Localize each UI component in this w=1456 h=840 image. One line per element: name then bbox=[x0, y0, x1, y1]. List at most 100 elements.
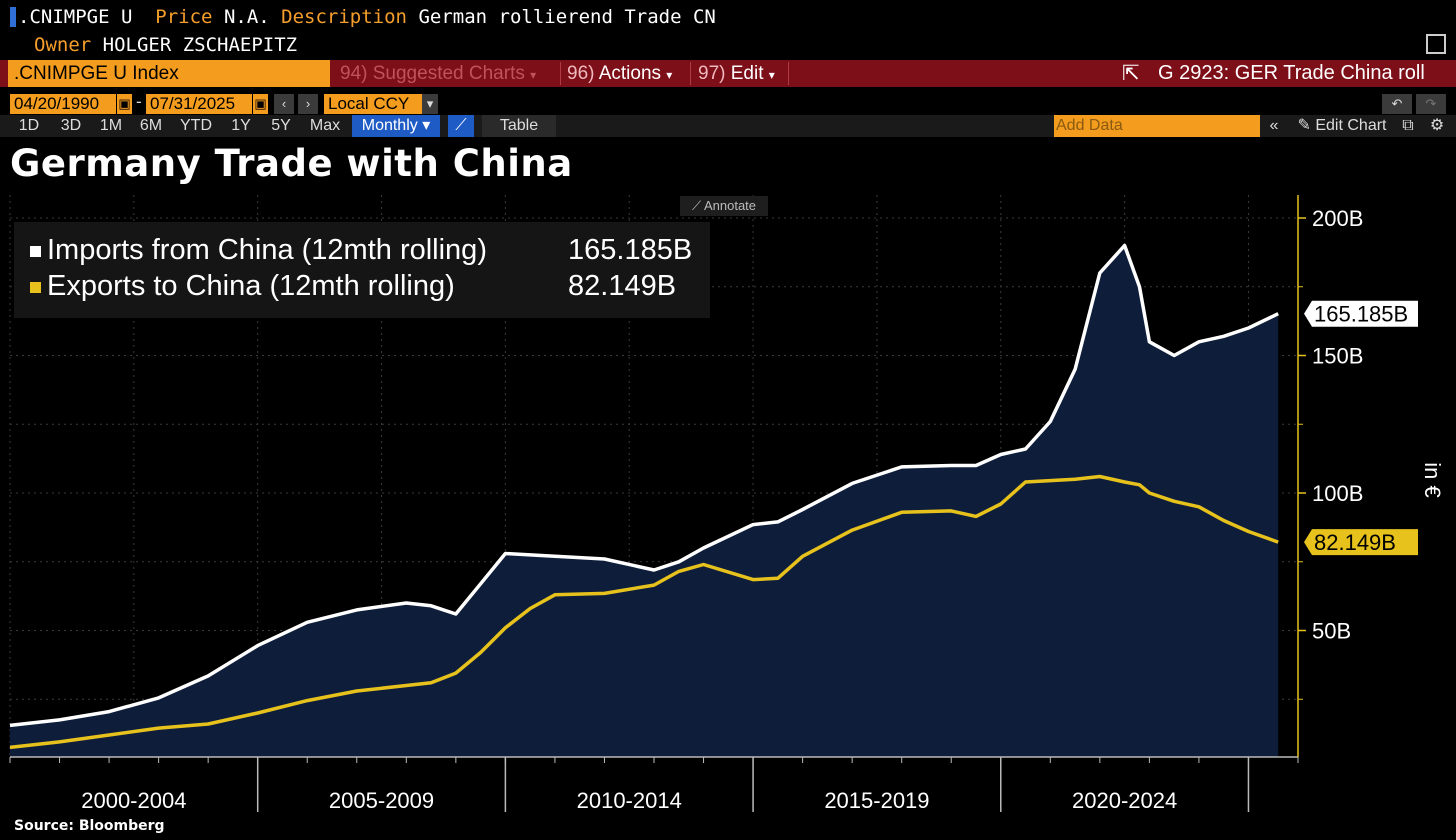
period-1y[interactable]: 1Y bbox=[231, 117, 251, 134]
page-title: G 2923: GER Trade China roll bbox=[1158, 62, 1425, 84]
date-separator: - bbox=[136, 92, 142, 111]
period-bar: 1D 3D 1M 6M YTD 1Y 5Y Max Monthly ▾ ⟋ Ta… bbox=[0, 115, 1456, 137]
suggested-charts-dropdown-icon: ▾ bbox=[530, 68, 537, 82]
annotate-label: Annotate bbox=[703, 198, 757, 213]
series-lines bbox=[9, 243, 1279, 750]
description-label: Description bbox=[281, 6, 407, 28]
chart-settings-icon[interactable]: ⧉ bbox=[1402, 117, 1414, 134]
divider bbox=[788, 62, 789, 85]
legend-swatch-exports bbox=[30, 281, 41, 293]
start-calendar-icon[interactable]: ▣ bbox=[117, 94, 132, 114]
chart-title: Germany Trade with China bbox=[10, 142, 573, 185]
period-ytd[interactable]: YTD bbox=[180, 117, 212, 134]
edit-chart-button[interactable]: ✎ Edit Chart bbox=[1292, 115, 1392, 137]
legend-value-exports: 82.149B bbox=[568, 270, 677, 302]
source-note: Source: Bloomberg bbox=[14, 818, 165, 834]
imports-last-value-tag: 165.185B bbox=[1304, 300, 1418, 327]
x-tick-label: 2005-2009 bbox=[329, 788, 434, 813]
legend-item-exports: Exports to China (12mth rolling) 82.149B bbox=[14, 270, 676, 303]
currency-dropdown-icon[interactable]: ▾ bbox=[422, 94, 438, 114]
annotate-icon: ⟋ bbox=[691, 198, 702, 213]
price-label: Price bbox=[155, 6, 213, 28]
frequency-select[interactable]: Monthly ▾ bbox=[352, 115, 440, 137]
annotate-button[interactable]: ⟋ Annotate bbox=[680, 196, 768, 216]
period-6m[interactable]: 6M bbox=[139, 117, 163, 134]
legend: Imports from China (12mth rolling) 165.18… bbox=[14, 222, 710, 318]
imports-area bbox=[10, 245, 1279, 757]
currency-select[interactable]: Local CCY bbox=[324, 94, 422, 114]
frequency-dropdown-icon: ▾ bbox=[422, 117, 431, 134]
edit-button[interactable]: 97) Edit ▾ bbox=[698, 60, 775, 87]
edit-label: Edit bbox=[730, 63, 764, 84]
previous-period-icon[interactable]: ‹ bbox=[274, 94, 294, 114]
x-tick-label: 2020-2024 bbox=[1072, 788, 1177, 813]
actions-button[interactable]: 96) Actions ▾ bbox=[567, 60, 672, 87]
imports-last-value-tag-box bbox=[1304, 300, 1418, 327]
y-tick-label: 50B bbox=[1312, 619, 1351, 644]
start-date-input[interactable]: 04/20/1990 bbox=[10, 94, 116, 114]
actions-number: 96) bbox=[567, 63, 595, 84]
imports-last-value-tag-text: 165.185B bbox=[1314, 302, 1408, 327]
frequency-label: Monthly bbox=[361, 117, 418, 134]
divider bbox=[560, 62, 561, 85]
y-tick-label: 100B bbox=[1312, 481, 1363, 506]
command-bar: .CNIMPGE U Index 94) Suggested Charts ▾ … bbox=[0, 60, 1456, 87]
date-range-bar: 04/20/1990 ▣ - 07/31/2025 ▣ ‹ › Local CC… bbox=[0, 92, 1456, 114]
security-ticker-input[interactable]: .CNIMPGE U Index bbox=[8, 60, 330, 87]
end-calendar-icon[interactable]: ▣ bbox=[253, 94, 268, 114]
edit-chart-label: Edit Chart bbox=[1315, 117, 1387, 134]
edit-number: 97) bbox=[698, 63, 726, 84]
window-expand-icon[interactable] bbox=[1426, 34, 1446, 54]
actions-dropdown-icon: ▾ bbox=[666, 68, 673, 82]
legend-swatch-imports bbox=[30, 245, 41, 257]
exports-last-value-tag-box bbox=[1304, 529, 1418, 556]
period-max[interactable]: Max bbox=[309, 117, 341, 134]
exports-last-value-tag: 82.149B bbox=[1304, 529, 1418, 556]
actions-label: Actions bbox=[598, 63, 662, 84]
security-header: .CNIMPGE U Price N.A. Description German… bbox=[0, 0, 1456, 58]
suggested-charts-label: Suggested Charts bbox=[372, 63, 525, 84]
owner-value: HOLGER ZSCHAEPITZ bbox=[102, 34, 298, 56]
exports-line bbox=[9, 474, 1279, 750]
description-value: German rollierend Trade CN bbox=[418, 6, 716, 28]
period-5y[interactable]: 5Y bbox=[271, 117, 291, 134]
exports-last-value-tag-text: 82.149B bbox=[1314, 530, 1396, 555]
legend-value-imports: 165.185B bbox=[568, 234, 693, 266]
redo-icon[interactable]: ↷ bbox=[1416, 94, 1446, 114]
next-period-icon[interactable]: › bbox=[298, 94, 318, 114]
period-1d[interactable]: 1D bbox=[18, 117, 40, 134]
edit-dropdown-icon: ▾ bbox=[768, 68, 775, 82]
suggested-charts-number: 94) bbox=[340, 63, 368, 84]
header-line-1: .CNIMPGE U Price N.A. Description German… bbox=[18, 6, 716, 28]
x-tick-label: 2000-2004 bbox=[81, 788, 186, 813]
y-tick-label: 150B bbox=[1312, 344, 1363, 369]
price-value: N.A. bbox=[223, 6, 270, 28]
legend-label-imports: Imports from China (12mth rolling) bbox=[47, 234, 487, 266]
period-1m[interactable]: 1M bbox=[99, 117, 123, 134]
table-view-button[interactable]: Table bbox=[482, 115, 556, 137]
x-tick-label: 2015-2019 bbox=[824, 788, 929, 813]
header-line-2: Owner HOLGER ZSCHAEPITZ bbox=[34, 34, 297, 56]
legend-label-exports: Exports to China (12mth rolling) bbox=[47, 270, 455, 302]
undo-icon[interactable]: ↶ bbox=[1382, 94, 1412, 114]
suggested-charts-button[interactable]: 94) Suggested Charts ▾ bbox=[340, 60, 536, 87]
line-chart-icon[interactable]: ⟋ bbox=[448, 115, 474, 137]
end-date-input[interactable]: 07/31/2025 bbox=[146, 94, 252, 114]
add-data-input[interactable]: Add Data bbox=[1054, 115, 1260, 137]
imports-line bbox=[9, 243, 1279, 728]
gear-icon[interactable]: ⚙ bbox=[1429, 117, 1445, 134]
series-areas bbox=[10, 245, 1279, 757]
legend-item-imports: Imports from China (12mth rolling) 165.18… bbox=[14, 234, 692, 267]
divider bbox=[690, 62, 691, 85]
y-tick-label: 200B bbox=[1312, 206, 1363, 231]
open-link-icon[interactable]: ⇱ bbox=[1122, 62, 1140, 85]
x-tick-label: 2010-2014 bbox=[577, 788, 682, 813]
collapse-icon[interactable]: « bbox=[1269, 117, 1279, 134]
owner-label: Owner bbox=[34, 34, 92, 56]
y-unit-label: in € bbox=[1420, 462, 1445, 497]
ticker-marker bbox=[10, 7, 16, 27]
period-3d[interactable]: 3D bbox=[60, 117, 82, 134]
axes: 50B 100B 150B 200B in € 2000-2004 2005-2009 201… bbox=[9, 195, 1445, 813]
pencil-icon: ✎ bbox=[1297, 117, 1311, 134]
